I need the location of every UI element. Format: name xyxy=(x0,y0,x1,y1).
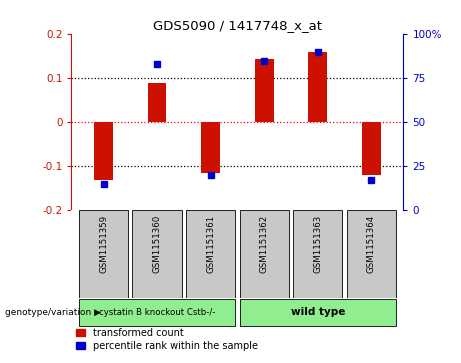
Text: GSM1151363: GSM1151363 xyxy=(313,215,322,273)
Text: GSM1151359: GSM1151359 xyxy=(99,215,108,273)
FancyBboxPatch shape xyxy=(132,211,182,298)
Text: GSM1151362: GSM1151362 xyxy=(260,215,269,273)
Text: GSM1151361: GSM1151361 xyxy=(206,215,215,273)
Bar xyxy=(255,59,273,122)
FancyBboxPatch shape xyxy=(347,211,396,298)
Bar xyxy=(148,83,166,122)
Bar xyxy=(94,122,113,180)
FancyBboxPatch shape xyxy=(240,211,289,298)
FancyBboxPatch shape xyxy=(240,299,396,326)
Text: GSM1151364: GSM1151364 xyxy=(367,215,376,273)
FancyBboxPatch shape xyxy=(79,299,235,326)
Bar xyxy=(308,52,327,122)
Text: genotype/variation ▶: genotype/variation ▶ xyxy=(5,308,100,317)
Legend: transformed count, percentile rank within the sample: transformed count, percentile rank withi… xyxy=(77,328,258,351)
Title: GDS5090 / 1417748_x_at: GDS5090 / 1417748_x_at xyxy=(153,19,322,32)
FancyBboxPatch shape xyxy=(293,211,343,298)
FancyBboxPatch shape xyxy=(79,211,128,298)
Text: wild type: wild type xyxy=(290,307,345,318)
Text: cystatin B knockout Cstb-/-: cystatin B knockout Cstb-/- xyxy=(99,308,215,317)
Bar xyxy=(362,122,381,175)
Text: GSM1151360: GSM1151360 xyxy=(153,215,162,273)
Bar xyxy=(201,122,220,173)
FancyBboxPatch shape xyxy=(186,211,235,298)
